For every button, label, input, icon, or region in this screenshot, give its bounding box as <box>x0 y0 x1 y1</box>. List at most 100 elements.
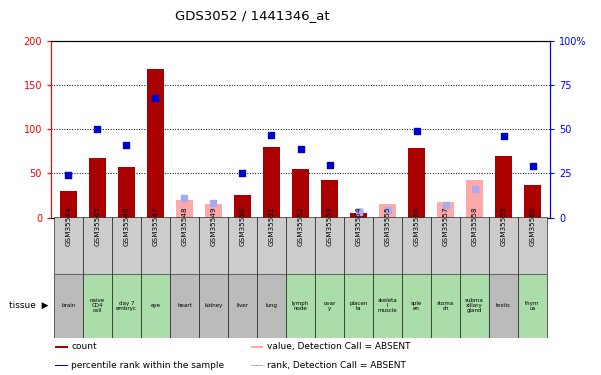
Text: GSM35551: GSM35551 <box>269 206 275 246</box>
Bar <box>263 147 280 218</box>
Point <box>296 146 305 152</box>
Text: GSM35554: GSM35554 <box>356 206 362 246</box>
Bar <box>251 346 263 348</box>
Bar <box>408 148 426 217</box>
Bar <box>83 217 112 274</box>
Point <box>528 164 537 170</box>
Bar <box>524 185 542 218</box>
Bar <box>257 217 286 274</box>
Text: GSM35549: GSM35549 <box>210 206 216 246</box>
Bar <box>251 365 263 366</box>
Bar <box>286 217 315 274</box>
Text: naive
CD4
cell: naive CD4 cell <box>90 298 105 314</box>
Text: brain: brain <box>61 303 76 308</box>
Text: GSM35544: GSM35544 <box>66 206 72 246</box>
Text: rank, Detection Call = ABSENT: rank, Detection Call = ABSENT <box>267 361 406 370</box>
Point <box>325 162 334 168</box>
Bar <box>292 169 309 217</box>
Bar <box>402 217 431 274</box>
Bar <box>321 180 338 218</box>
Text: GSM35548: GSM35548 <box>182 206 188 246</box>
Point <box>499 134 508 140</box>
Bar <box>141 274 170 338</box>
Bar <box>431 274 460 338</box>
Text: kidney: kidney <box>204 303 223 308</box>
Point <box>441 202 450 208</box>
Bar <box>141 217 170 274</box>
Text: GSM35556: GSM35556 <box>413 206 419 246</box>
Bar <box>402 274 431 338</box>
Bar <box>199 217 228 274</box>
Text: lung: lung <box>266 303 278 308</box>
Bar <box>315 274 344 338</box>
Bar <box>460 217 489 274</box>
Bar <box>228 217 257 274</box>
Bar <box>344 217 373 274</box>
Point <box>64 172 73 178</box>
Bar <box>466 180 483 218</box>
Point <box>470 186 480 192</box>
Bar <box>59 191 77 217</box>
Text: GSM35550: GSM35550 <box>239 206 245 246</box>
Text: placen
ta: placen ta <box>349 300 368 311</box>
Bar <box>89 158 106 218</box>
Text: liver: liver <box>237 303 248 308</box>
Bar <box>286 274 315 338</box>
Text: value, Detection Call = ABSENT: value, Detection Call = ABSENT <box>267 342 410 351</box>
Bar <box>147 69 164 218</box>
Bar <box>489 274 518 338</box>
Bar <box>55 365 68 366</box>
Text: GSM35559: GSM35559 <box>501 206 507 246</box>
Text: skeleta
l
muscle: skeleta l muscle <box>377 298 397 314</box>
Point <box>151 94 160 100</box>
Bar <box>83 274 112 338</box>
Bar <box>54 217 83 274</box>
Text: GSM35552: GSM35552 <box>297 206 304 246</box>
Bar <box>170 274 199 338</box>
Bar <box>257 274 286 338</box>
Text: GSM35555: GSM35555 <box>385 206 391 246</box>
Point <box>412 128 421 134</box>
Bar <box>199 274 228 338</box>
Text: GSM35545: GSM35545 <box>94 206 100 246</box>
Bar <box>205 204 222 218</box>
Text: ovar
y: ovar y <box>323 300 336 311</box>
Bar <box>315 217 344 274</box>
Point <box>354 209 364 215</box>
Bar <box>112 274 141 338</box>
Bar <box>437 202 454 217</box>
Bar <box>54 274 83 338</box>
Bar <box>373 274 402 338</box>
Point <box>237 170 247 177</box>
Bar <box>350 213 367 217</box>
Text: GSM35560: GSM35560 <box>529 206 535 246</box>
Bar <box>344 274 373 338</box>
Text: GSM35546: GSM35546 <box>123 206 129 246</box>
Point <box>93 126 102 132</box>
Text: eye: eye <box>150 303 160 308</box>
Point <box>267 132 276 138</box>
Bar <box>518 274 547 338</box>
Text: GSM35558: GSM35558 <box>472 206 478 246</box>
Bar <box>489 217 518 274</box>
Bar <box>170 217 199 274</box>
Point <box>383 207 392 213</box>
Text: GSM35547: GSM35547 <box>153 206 159 246</box>
Text: stoma
ch: stoma ch <box>437 300 454 311</box>
Text: GDS3052 / 1441346_at: GDS3052 / 1441346_at <box>175 9 330 22</box>
Text: lymph
node: lymph node <box>292 300 309 311</box>
Bar <box>176 200 193 217</box>
Text: count: count <box>71 342 97 351</box>
Point <box>180 195 189 201</box>
Text: day 7
embryc: day 7 embryc <box>116 300 137 311</box>
Bar <box>234 195 251 217</box>
Bar <box>112 217 141 274</box>
Bar <box>379 204 396 218</box>
Text: GSM35557: GSM35557 <box>442 206 448 246</box>
Point <box>121 142 131 148</box>
Point <box>209 200 218 206</box>
Bar <box>228 274 257 338</box>
Text: testis: testis <box>496 303 511 308</box>
Bar <box>495 156 512 218</box>
Text: thym
us: thym us <box>525 300 540 311</box>
